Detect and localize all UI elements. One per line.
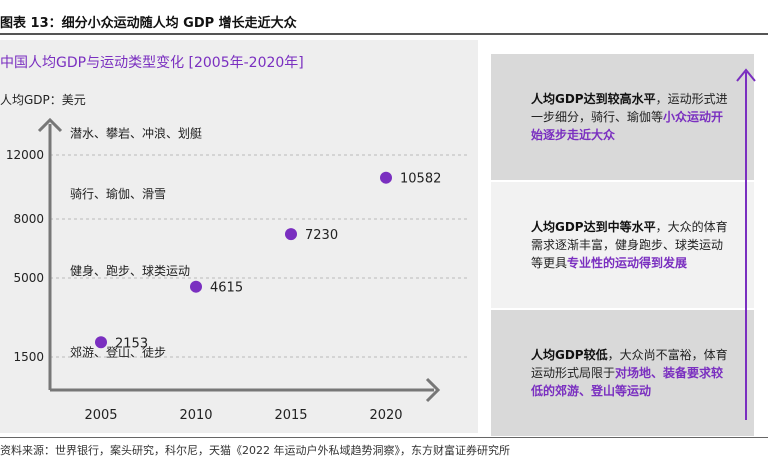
y-axis-label: 人均GDP：美元 — [0, 93, 86, 107]
text-run: ，大众的体育需求逐渐丰富，健身跑步、球类运动等更具 — [531, 220, 728, 270]
text-run: ，大众尚不富裕，体育运动形式局限于 — [531, 348, 728, 380]
text-run: 小众运动开始逐步走近大众 — [531, 110, 724, 142]
sidebar-box-text: 人均GDP达到中等水平，大众的体育需求逐渐丰富，健身跑步、球类运动等更具专业性的… — [531, 218, 732, 272]
sidebar-box: 人均GDP较低，大众尚不富裕，体育运动形式局限于对场地、装备要求较低的郊游、登山… — [491, 310, 754, 436]
chart-panel — [0, 40, 478, 433]
y-tick-label: 12000 — [6, 148, 44, 162]
up-arrow-icon — [736, 68, 756, 420]
sport-annotation: 潜水、攀岩、冲浪、划艇 — [70, 125, 202, 140]
sport-annotation: 郊游、登山、徒步 — [70, 344, 166, 359]
figure-title: 图表 13：细分小众运动随人均 GDP 增长走近大众 — [0, 16, 297, 31]
data-point — [190, 280, 202, 293]
sidebar-box: 人均GDP达到较高水平，运动形式进一步细分，骑行、瑜伽等小众运动开始逐步走近大众 — [491, 54, 754, 180]
sport-annotation: 骑行、瑜伽、滑雪 — [70, 186, 166, 201]
text-run: 专业性的运动得到发展 — [567, 256, 688, 270]
scatter-chart: 1500 5000 8000 12000 2005 2010 2015 2020 郊游、登山、徒… — [6, 117, 470, 423]
data-label: 10582 — [400, 172, 441, 187]
data-label: 2153 — [115, 336, 148, 351]
sidebar-box: 人均GDP达到中等水平，大众的体育需求逐渐丰富，健身跑步、球类运动等更具专业性的… — [491, 182, 754, 308]
y-tick-label: 5000 — [13, 271, 44, 285]
sidebar-box-text: 人均GDP达到较高水平，运动形式进一步细分，骑行、瑜伽等小众运动开始逐步走近大众 — [531, 90, 732, 144]
x-tick-label: 2010 — [179, 408, 212, 423]
x-tick-label: 2005 — [84, 408, 117, 423]
y-tick-label: 1500 — [13, 350, 44, 364]
y-tick-label: 8000 — [13, 212, 44, 226]
text-run: 人均GDP达到中等水平 — [531, 220, 656, 234]
sport-annotation: 健身、跑步、球类运动 — [70, 263, 190, 278]
y-axis-arrow-icon — [37, 117, 63, 133]
source-rule — [0, 437, 768, 438]
title-rule — [0, 33, 768, 35]
source-note: 资料来源：世界银行，案头研究，科尔尼，天猫《2022 年运动户外私域趋势洞察》，… — [0, 444, 510, 457]
data-point — [380, 171, 392, 184]
data-point — [285, 228, 297, 241]
sidebar-box-text: 人均GDP较低，大众尚不富裕，体育运动形式局限于对场地、装备要求较低的郊游、登山… — [531, 346, 732, 400]
x-tick-label: 2020 — [369, 408, 402, 423]
text-run: 对场地、装备要求较低的郊游、登山等运动 — [531, 366, 724, 398]
text-run: 人均GDP达到较高水平 — [531, 92, 656, 106]
data-point — [95, 336, 107, 349]
chart-title: 中国人均GDP与运动类型变化 [2005年-2020年] — [0, 55, 304, 71]
data-label: 4615 — [210, 281, 243, 296]
x-tick-label: 2015 — [274, 408, 307, 423]
text-run: ，运动形式进一步细分，骑行、瑜伽等 — [531, 92, 728, 124]
text-run: 人均GDP较低 — [531, 348, 608, 362]
x-axis-arrow-icon — [425, 377, 441, 403]
data-label: 7230 — [305, 228, 338, 243]
